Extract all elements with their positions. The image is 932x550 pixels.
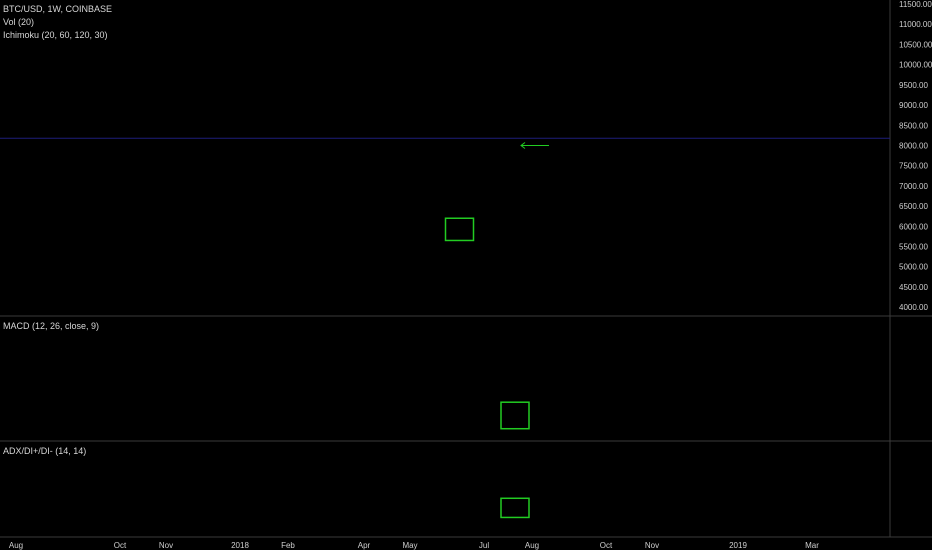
macd-highlight-box [500, 401, 530, 430]
price-tick-label: 7500.00 [899, 162, 928, 171]
volume-legend: Vol (20) [3, 17, 35, 27]
price-tick-label: 4000.00 [899, 303, 928, 312]
price-tick-label: 8000.00 [899, 141, 928, 150]
price-tick-label: 11000.00 [899, 20, 932, 29]
price-tick-label: 11500.00 [899, 0, 932, 9]
adx-highlight-box [500, 497, 530, 519]
time-tick-label: Mar [805, 541, 819, 550]
price-tick-label: 6000.00 [899, 222, 928, 231]
highlight-box [444, 217, 475, 242]
price-tick-label: 9500.00 [899, 81, 928, 90]
time-tick-label: Oct [114, 541, 127, 550]
price-tick-label: 10500.00 [899, 40, 932, 49]
price-tick-label: 10000.00 [899, 61, 932, 70]
annotations [444, 142, 549, 519]
time-tick-label: 2019 [729, 541, 747, 550]
price-tick-label: 8500.00 [899, 121, 928, 130]
time-axis: Aug Oct Nov 2018 Feb Apr May Jul Aug Oct Nov 2019 Ma… [9, 541, 819, 550]
time-tick-label: Aug [525, 541, 539, 550]
time-tick-label: Apr [358, 541, 371, 550]
adx-legend: ADX/DI+/DI- (14, 14) [3, 446, 87, 456]
price-tick-label: 5500.00 [899, 243, 928, 252]
price-tick-label: 7000.00 [899, 182, 928, 191]
time-tick-label: Oct [600, 541, 613, 550]
time-tick-label: May [402, 541, 417, 550]
symbol-title: BTC/USD, 1W, COINBASE [3, 4, 113, 14]
price-tick-label: 6500.00 [899, 202, 928, 211]
time-tick-label: Nov [159, 541, 173, 550]
price-tick-label: 4500.00 [899, 283, 928, 292]
time-tick-label: Jul [479, 541, 489, 550]
macd-legend: MACD (12, 26, close, 9) [3, 321, 100, 331]
price-arrow-head [520, 142, 526, 149]
ichimoku-legend: Ichimoku (20, 60, 120, 30) [3, 30, 108, 40]
price-tick-label: 5000.00 [899, 263, 928, 272]
time-tick-label: Feb [281, 541, 295, 550]
time-tick-label: 2018 [231, 541, 249, 550]
price-tick-label: 9000.00 [899, 101, 928, 110]
time-tick-label: Nov [645, 541, 659, 550]
time-tick-label: Aug [9, 541, 23, 550]
